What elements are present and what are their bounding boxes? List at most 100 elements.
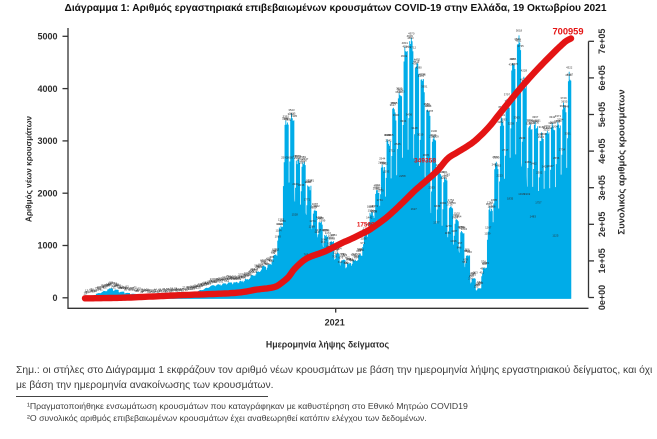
svg-text:102: 102 xyxy=(190,286,195,290)
svg-text:3304: 3304 xyxy=(400,119,407,123)
svg-text:289: 289 xyxy=(236,277,241,281)
svg-text:1137: 1137 xyxy=(314,230,320,234)
svg-text:294: 294 xyxy=(469,274,474,278)
svg-text:137: 137 xyxy=(197,284,202,288)
svg-text:325: 325 xyxy=(238,273,243,277)
svg-text:514: 514 xyxy=(258,263,263,267)
svg-text:65: 65 xyxy=(179,288,183,292)
svg-text:2021: 2021 xyxy=(325,317,345,327)
svg-text:3523: 3523 xyxy=(288,108,295,112)
svg-text:574: 574 xyxy=(265,262,270,266)
svg-text:182: 182 xyxy=(477,280,482,284)
svg-text:639: 639 xyxy=(267,258,272,262)
svg-text:604: 604 xyxy=(260,259,265,263)
svg-text:4e+05: 4e+05 xyxy=(597,138,607,163)
svg-text:240: 240 xyxy=(210,277,215,281)
svg-text:365: 365 xyxy=(470,271,475,275)
svg-text:45: 45 xyxy=(143,289,147,293)
svg-text:662: 662 xyxy=(345,256,350,260)
svg-text:15: 15 xyxy=(83,291,87,295)
svg-text:149: 149 xyxy=(201,283,206,287)
svg-text:1979: 1979 xyxy=(377,189,384,193)
svg-text:357: 357 xyxy=(244,272,249,276)
svg-text:1383: 1383 xyxy=(278,217,285,221)
svg-text:3282: 3282 xyxy=(497,120,504,124)
svg-text:1716: 1716 xyxy=(446,203,453,207)
svg-text:268: 268 xyxy=(225,277,230,281)
svg-text:3281: 3281 xyxy=(534,119,541,123)
svg-text:17: 17 xyxy=(88,290,92,294)
svg-text:219: 219 xyxy=(208,281,213,285)
svg-text:36: 36 xyxy=(146,288,150,292)
svg-text:2537: 2537 xyxy=(302,157,309,161)
svg-text:1805: 1805 xyxy=(491,198,498,202)
svg-text:48: 48 xyxy=(168,290,172,294)
svg-text:43: 43 xyxy=(163,289,167,293)
svg-text:78: 78 xyxy=(131,286,135,290)
svg-text:40: 40 xyxy=(147,288,151,292)
svg-text:184: 184 xyxy=(108,281,113,285)
svg-text:3230: 3230 xyxy=(533,121,540,125)
svg-text:744: 744 xyxy=(333,251,338,255)
svg-text:39: 39 xyxy=(140,290,144,294)
svg-text:2995: 2995 xyxy=(387,133,394,137)
svg-text:4228: 4228 xyxy=(521,69,528,73)
svg-text:3797: 3797 xyxy=(504,92,511,96)
svg-text:3019: 3019 xyxy=(417,132,424,136)
svg-text:220: 220 xyxy=(213,279,218,283)
svg-text:2258: 2258 xyxy=(399,174,406,178)
svg-text:1084: 1084 xyxy=(330,233,337,237)
svg-text:2334: 2334 xyxy=(438,170,445,174)
svg-text:710: 710 xyxy=(352,255,357,259)
svg-text:44: 44 xyxy=(154,287,158,291)
svg-text:1666: 1666 xyxy=(489,205,496,209)
svg-text:838: 838 xyxy=(334,248,339,252)
svg-text:104: 104 xyxy=(117,286,122,290)
svg-text:2544: 2544 xyxy=(379,157,386,161)
svg-text:803: 803 xyxy=(275,248,280,252)
svg-text:17: 17 xyxy=(86,291,90,295)
svg-text:247: 247 xyxy=(215,279,220,283)
svg-text:4801: 4801 xyxy=(402,41,409,45)
svg-text:3600: 3600 xyxy=(560,104,567,108)
svg-text:187: 187 xyxy=(205,281,210,285)
svg-text:574: 574 xyxy=(481,260,486,264)
svg-text:3128: 3128 xyxy=(411,126,418,130)
svg-text:158: 158 xyxy=(113,283,118,287)
svg-text:136: 136 xyxy=(112,284,117,288)
svg-text:1483: 1483 xyxy=(530,215,537,219)
svg-text:269: 269 xyxy=(220,278,225,282)
svg-text:44: 44 xyxy=(145,289,149,293)
svg-text:76: 76 xyxy=(183,288,187,292)
svg-text:51: 51 xyxy=(134,289,138,293)
svg-text:375: 375 xyxy=(471,273,476,277)
svg-text:4345: 4345 xyxy=(509,62,516,66)
svg-text:1e+05: 1e+05 xyxy=(597,248,607,273)
svg-text:1591: 1591 xyxy=(368,208,375,212)
svg-text:67: 67 xyxy=(180,287,184,291)
svg-text:3617: 3617 xyxy=(390,103,397,107)
svg-text:1016: 1016 xyxy=(450,239,457,243)
svg-text:1656: 1656 xyxy=(488,204,495,208)
svg-text:66: 66 xyxy=(177,287,181,291)
svg-text:1068: 1068 xyxy=(329,236,336,240)
svg-text:64: 64 xyxy=(129,288,133,292)
svg-text:156: 156 xyxy=(113,281,118,285)
svg-text:76: 76 xyxy=(185,288,189,292)
svg-text:153: 153 xyxy=(114,282,119,286)
svg-text:16: 16 xyxy=(84,290,88,294)
svg-text:1179: 1179 xyxy=(322,228,328,232)
svg-text:1321: 1321 xyxy=(277,222,284,226)
svg-text:819: 819 xyxy=(272,248,277,252)
svg-text:3309: 3309 xyxy=(531,119,538,123)
svg-text:3632: 3632 xyxy=(390,101,397,105)
svg-text:47: 47 xyxy=(159,289,163,293)
svg-text:613: 613 xyxy=(338,260,343,264)
svg-text:2012: 2012 xyxy=(376,186,383,190)
svg-text:1109: 1109 xyxy=(484,232,490,236)
svg-text:181: 181 xyxy=(476,281,481,285)
svg-text:633: 633 xyxy=(266,257,271,261)
svg-text:Ημερομηνία λήψης δείγματος: Ημερομηνία λήψης δείγματος xyxy=(266,340,390,350)
svg-text:314: 314 xyxy=(237,275,242,279)
svg-text:2734: 2734 xyxy=(559,147,566,151)
